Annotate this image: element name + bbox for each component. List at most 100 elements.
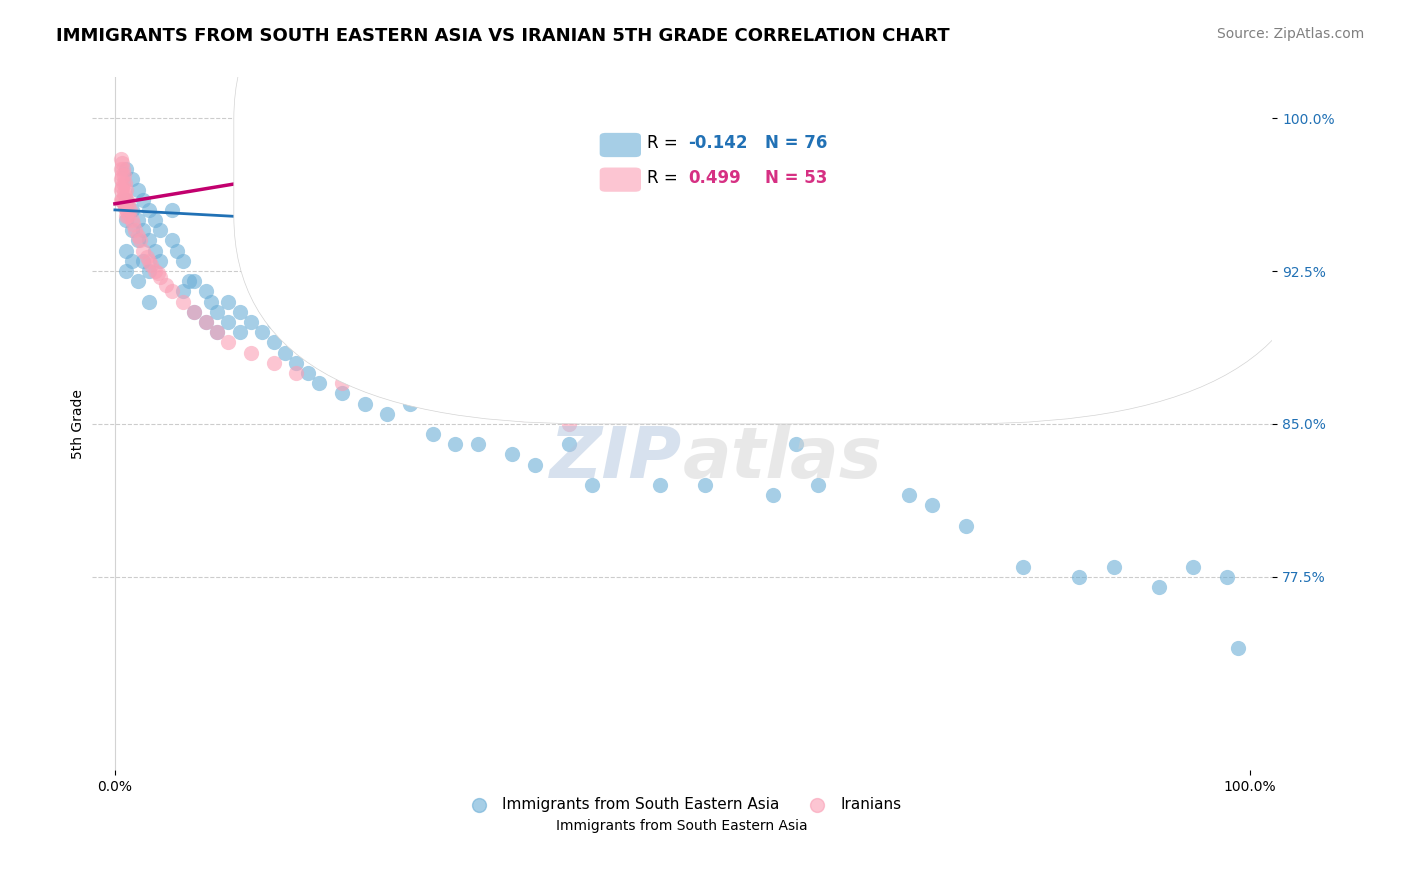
Point <box>785 437 807 451</box>
Point <box>160 234 183 248</box>
Point <box>111 156 134 170</box>
Point <box>274 345 297 359</box>
Point <box>112 185 135 199</box>
Point <box>252 325 274 339</box>
Text: R =: R = <box>647 169 683 187</box>
Point <box>115 182 138 196</box>
Point <box>898 488 921 502</box>
Point <box>141 258 163 272</box>
Text: R =: R = <box>647 135 683 153</box>
Point <box>648 478 671 492</box>
Point <box>205 325 228 339</box>
Point <box>166 244 188 258</box>
Point <box>581 478 603 492</box>
Point <box>512 407 534 421</box>
Y-axis label: 5th Grade: 5th Grade <box>72 389 86 458</box>
Point <box>183 274 205 288</box>
Text: IMMIGRANTS FROM SOUTH EASTERN ASIA VS IRANIAN 5TH GRADE CORRELATION CHART: IMMIGRANTS FROM SOUTH EASTERN ASIA VS IR… <box>56 27 950 45</box>
Point <box>172 253 194 268</box>
Point <box>115 193 138 207</box>
Point <box>444 396 467 410</box>
Point <box>111 177 134 191</box>
Point <box>121 213 143 227</box>
Point <box>200 294 222 309</box>
Point <box>110 193 132 207</box>
Point <box>138 202 160 217</box>
Point <box>1227 641 1250 656</box>
FancyBboxPatch shape <box>600 168 641 192</box>
Point <box>375 407 398 421</box>
Point <box>138 264 160 278</box>
Point <box>330 386 353 401</box>
Text: N = 53: N = 53 <box>765 169 827 187</box>
Point <box>117 193 139 207</box>
Point <box>183 305 205 319</box>
Point <box>117 196 139 211</box>
Point <box>205 325 228 339</box>
Point <box>955 518 977 533</box>
Point <box>115 162 138 177</box>
Point <box>122 217 145 231</box>
Point <box>110 162 132 177</box>
Point <box>172 294 194 309</box>
Point <box>217 294 239 309</box>
Point <box>114 201 136 215</box>
Point <box>115 264 138 278</box>
Point <box>121 223 143 237</box>
Point <box>138 253 160 268</box>
Point <box>558 417 581 431</box>
Point <box>121 172 143 186</box>
Point <box>121 202 143 217</box>
Point <box>128 234 150 248</box>
Point <box>110 182 132 196</box>
Point <box>115 244 138 258</box>
Point <box>127 182 149 196</box>
Point <box>1011 559 1033 574</box>
Text: 0.499: 0.499 <box>688 169 741 187</box>
Text: atlas: atlas <box>682 424 882 493</box>
Point <box>693 478 716 492</box>
Point <box>285 366 308 380</box>
Point <box>1102 559 1125 574</box>
Point <box>117 209 139 223</box>
Point <box>194 315 217 329</box>
Point <box>467 437 489 451</box>
FancyBboxPatch shape <box>233 0 1320 424</box>
Point <box>149 270 172 285</box>
Point <box>444 437 467 451</box>
FancyBboxPatch shape <box>600 133 641 157</box>
Point <box>111 162 134 177</box>
Text: ZIP: ZIP <box>550 424 682 493</box>
Point <box>127 229 149 244</box>
Point <box>422 427 444 442</box>
Point <box>111 193 134 207</box>
Point <box>114 188 136 202</box>
Point <box>124 223 146 237</box>
Point <box>149 223 172 237</box>
Point <box>135 250 157 264</box>
Point <box>160 285 183 299</box>
Point <box>143 244 166 258</box>
Point <box>127 213 149 227</box>
Point <box>297 366 319 380</box>
Point <box>155 278 177 293</box>
Text: -0.142: -0.142 <box>688 135 748 153</box>
Point <box>111 168 134 182</box>
Point <box>111 180 134 194</box>
Point <box>110 172 132 186</box>
Point <box>194 315 217 329</box>
Point <box>1069 570 1091 584</box>
Point <box>263 315 285 329</box>
Point <box>127 274 149 288</box>
Point <box>121 253 143 268</box>
Point <box>308 376 330 391</box>
Point <box>138 234 160 248</box>
Point <box>115 213 138 227</box>
Point <box>263 335 285 350</box>
Point <box>1181 559 1204 574</box>
Legend: Immigrants from South Eastern Asia, Iranians: Immigrants from South Eastern Asia, Iran… <box>457 791 907 818</box>
Point <box>115 209 138 223</box>
Point <box>240 345 263 359</box>
Point <box>115 196 138 211</box>
Point <box>353 396 375 410</box>
